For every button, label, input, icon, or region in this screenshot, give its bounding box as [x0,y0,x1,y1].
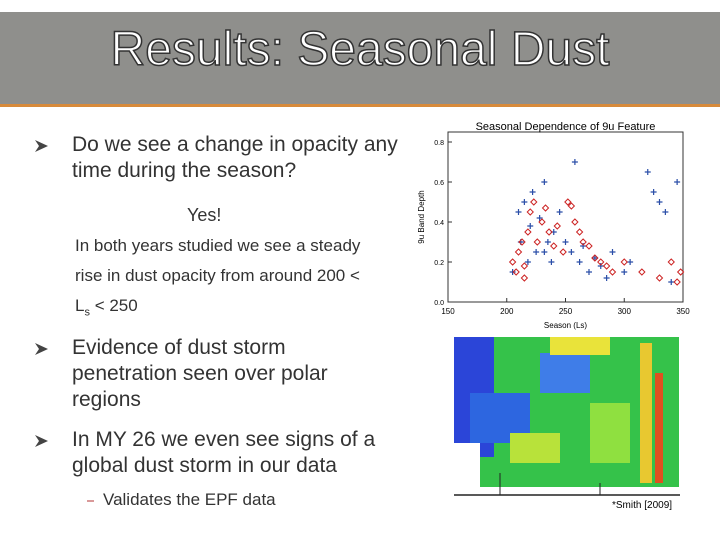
point [520,274,529,282]
x-tick-label: 200 [500,307,514,316]
point [676,268,685,276]
point [568,249,575,255]
bullet: Do we see a change in opacity any time d… [72,133,398,182]
point [545,228,553,236]
point [603,275,610,281]
citation: *Smith [2009] [612,500,673,511]
point [567,202,576,210]
point [524,228,532,236]
point [597,263,604,269]
point [529,189,536,195]
point [609,249,616,255]
point [674,179,681,185]
point [518,238,526,246]
point [586,269,592,275]
bullet: Evidence of dust storm penetration seen … [72,336,328,411]
point [621,269,628,275]
point [638,268,646,276]
note-sub: s [84,306,90,319]
point [620,258,628,266]
point [580,243,587,249]
point [520,262,529,270]
point [553,222,561,230]
point [571,218,579,226]
bullet-icon [35,435,48,447]
point [662,209,669,215]
point [541,179,548,185]
point [591,254,599,262]
point [515,209,522,215]
point [562,239,569,245]
point [530,198,538,206]
point [644,169,651,175]
point [571,159,578,165]
chart-title: Seasonal Dependence of 9u Feature [476,121,656,133]
y-tick-label: 0.4 [434,220,444,227]
point [548,259,555,265]
note: In both years studied we see a steady ri… [75,231,367,327]
y-tick-label: 0.6 [434,180,444,187]
point [541,204,550,212]
point [656,199,663,205]
point [541,249,548,255]
point [527,223,534,229]
point [533,238,542,246]
heatmap-image [450,333,695,498]
note-text: < 250 [89,296,138,315]
point [673,278,681,286]
point [576,259,583,265]
y-tick-label: 0.2 [434,260,444,267]
x-tick-label: 250 [559,307,573,316]
point [524,259,531,265]
sub-bullet: Validates the EPF data [103,490,276,509]
point [602,262,611,270]
note-text: In both years studied we see a steady ri… [75,236,361,315]
point [533,249,540,255]
point [556,209,563,215]
point [550,242,558,250]
y-axis-label: 9u Band Depth [417,190,426,243]
point [591,255,598,261]
slide-title: Results: Seasonal Dust [110,22,610,77]
answer: Yes! [187,205,222,225]
bullet-icon [35,343,48,355]
point [538,218,546,226]
point [575,228,584,236]
point [579,238,587,246]
point [521,199,528,205]
point [668,279,675,285]
scatter-chart: Seasonal Dependence of 9u Feature Season … [417,121,690,330]
point [512,268,520,276]
point [627,259,634,265]
point [650,189,657,195]
y-tick-label: 0.0 [434,300,444,307]
point [544,239,551,245]
x-tick-label: 350 [676,307,690,316]
bullet-icon [35,140,48,152]
plot-frame [447,131,684,303]
point [564,198,572,206]
x-tick-label: 300 [618,307,632,316]
point [514,248,523,256]
point [559,248,567,256]
x-axis-label: Season (Ls) [544,321,587,330]
point [508,258,517,266]
dash-icon [87,500,94,502]
point [597,258,605,266]
bullet: In MY 26 we even see signs of a global d… [72,428,376,477]
point [608,268,617,276]
point [667,258,675,266]
point [585,242,593,250]
header-band [0,12,720,107]
y-tick-label: 0.8 [434,140,444,147]
point [536,215,543,221]
point [526,208,534,216]
x-tick-label: 150 [441,307,455,316]
point [655,274,664,282]
